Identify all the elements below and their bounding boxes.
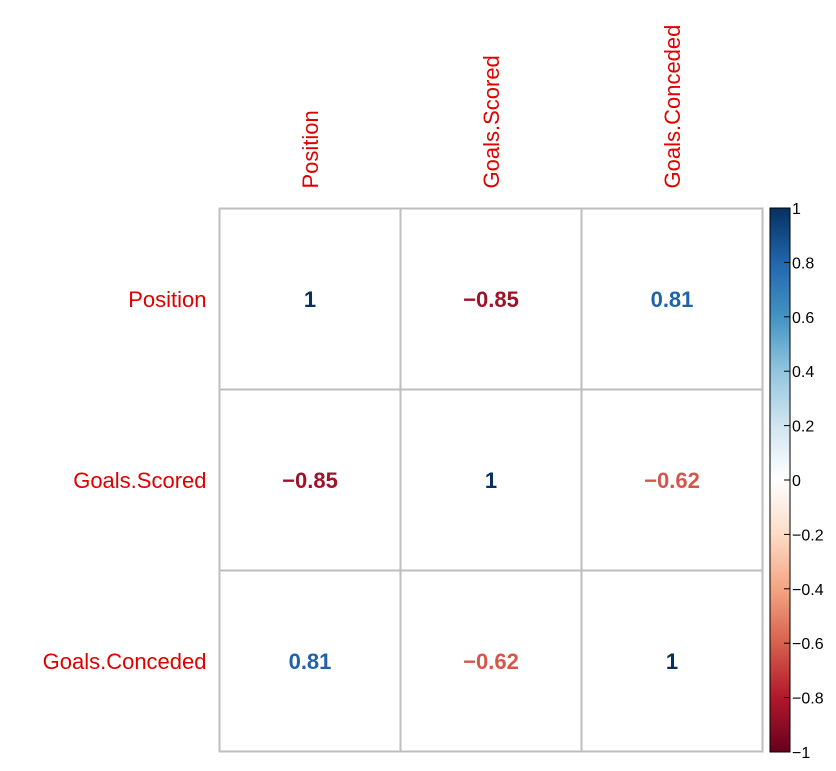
correlation-value: 0.81 [651,287,694,312]
correlation-value: −0.85 [282,468,338,493]
grid-cell-Position-Goals.Scored [399,207,583,391]
column-label: Goals.Scored [479,55,504,188]
colorbar-tick-label: 0.4 [792,364,814,381]
correlation-value: 1 [304,287,316,312]
correlation-value: 1 [666,649,678,674]
colorbar-tick-label: 0.6 [792,310,814,327]
grid-cell-Goals.Scored-Goals.Conceded [580,388,764,572]
colorbar-tick-label: 0.8 [792,255,814,272]
colorbar-tick-label: −1 [792,745,810,762]
grid-cell-Position-Position [218,207,402,391]
grid-cell-Goals.Conceded-Goals.Conceded [580,569,764,753]
correlation-value: −0.85 [463,287,519,312]
column-labels: Position Goals.Scored Goals.Conceded [298,25,685,189]
correlation-value: 0.81 [289,649,332,674]
correlation-value: −0.62 [463,649,519,674]
colorbar-tick-label: −0.8 [792,691,824,708]
colorbar-tick-label: −0.4 [792,582,824,599]
row-label: Goals.Scored [73,468,206,493]
row-label: Goals.Conceded [43,649,207,674]
column-label: Goals.Conceded [660,25,685,189]
color-legend: 1 0.8 0.6 0.4 0.2 0 −0.2 −0.4 −0.6 −0.8 −1 [769,201,824,762]
grid-cell-Goals.Scored-Position [218,388,402,572]
column-label: Position [298,110,323,188]
correlation-value: 1 [485,468,497,493]
cell-values: 1 −0.85 0.81 −0.85 1 −0.62 0.81 −0.62 1 [282,287,700,674]
grid-cell-Goals.Conceded-Goals.Scored [399,569,583,753]
correlation-grid [218,207,764,753]
grid-cell-Position-Goals.Conceded [580,207,764,391]
grid-cell-Goals.Scored-Goals.Scored [399,388,583,572]
correlation-value: −0.62 [644,468,700,493]
colorbar-tick-label: 0.2 [792,419,814,436]
colorbar-tick-label: −0.6 [792,636,824,653]
colorbar-tick-label: 1 [792,201,801,218]
grid-cell-Goals.Conceded-Position [218,569,402,753]
row-labels: Position Goals.Scored Goals.Conceded [43,287,207,674]
colorbar-tick-label: −0.2 [792,527,824,544]
row-label: Position [128,287,206,312]
colorbar-tick-label: 0 [792,473,801,490]
